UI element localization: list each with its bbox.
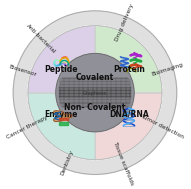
Wedge shape	[28, 93, 95, 160]
Circle shape	[13, 11, 177, 174]
Wedge shape	[28, 26, 95, 93]
Polygon shape	[54, 111, 72, 122]
Text: Graphene: Graphene	[83, 91, 107, 96]
Text: Tumor detection: Tumor detection	[140, 114, 185, 140]
Text: DNA/RNA: DNA/RNA	[109, 110, 149, 119]
Text: Bioimaging: Bioimaging	[151, 62, 183, 77]
Circle shape	[13, 11, 177, 174]
Text: Anti-bacterial: Anti-bacterial	[26, 23, 57, 55]
Text: Biosensor: Biosensor	[8, 64, 37, 77]
Text: Cancer therapy: Cancer therapy	[6, 115, 49, 139]
Circle shape	[56, 53, 134, 132]
Circle shape	[28, 26, 162, 160]
Text: Tissue scaffolds: Tissue scaffolds	[112, 140, 134, 186]
Text: Non- Covalent: Non- Covalent	[64, 103, 126, 112]
Circle shape	[56, 53, 134, 132]
Text: Dentistry: Dentistry	[59, 149, 74, 176]
Text: Drug delivery: Drug delivery	[114, 4, 135, 42]
Text: Covalent: Covalent	[76, 73, 114, 82]
Text: Protein: Protein	[113, 65, 145, 74]
Text: Peptide: Peptide	[44, 65, 78, 74]
Text: Enzyme: Enzyme	[44, 110, 78, 119]
Wedge shape	[95, 26, 162, 93]
Wedge shape	[95, 93, 162, 160]
